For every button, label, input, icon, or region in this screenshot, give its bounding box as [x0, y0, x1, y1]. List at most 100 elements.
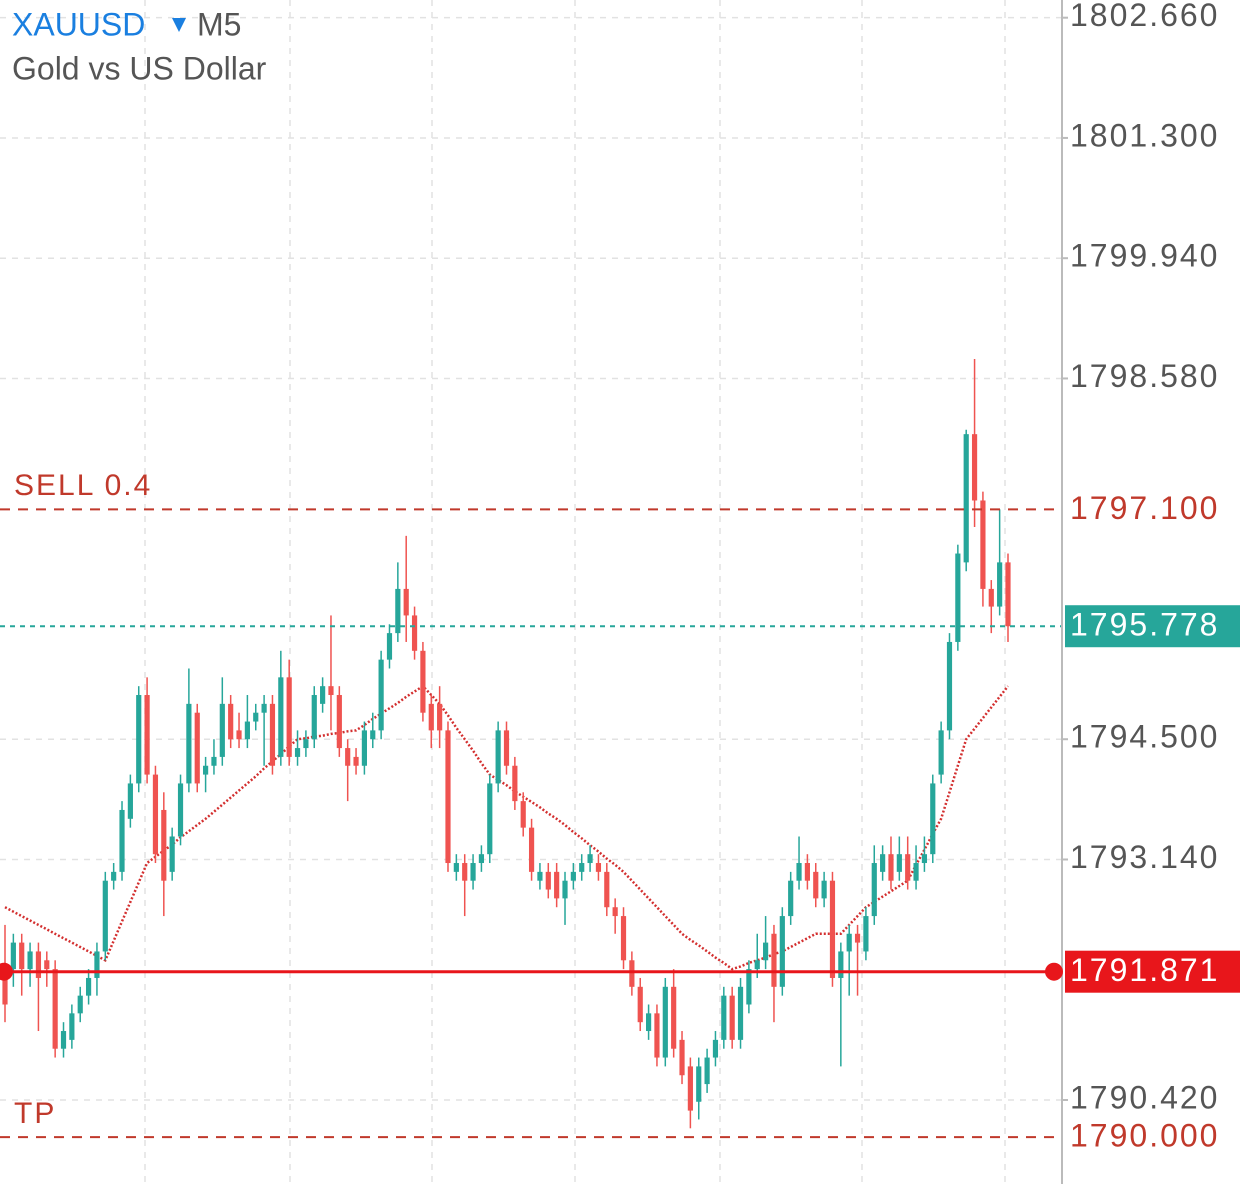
candle-body	[345, 748, 351, 766]
candle-body	[395, 588, 401, 634]
candle-body	[94, 951, 100, 978]
y-tick-label: 1801.300	[1070, 117, 1219, 153]
candle-body	[537, 871, 543, 881]
candle-body	[788, 880, 794, 917]
candle-body	[102, 880, 108, 952]
candle-body	[821, 880, 827, 899]
candle-body	[177, 783, 184, 837]
candle-body	[679, 1039, 685, 1076]
candle-body	[587, 854, 593, 864]
candle-body	[437, 703, 443, 731]
candle-body	[838, 951, 844, 978]
y-tick-label: 1802.660	[1070, 0, 1219, 33]
candle-body	[69, 1013, 75, 1040]
candle-body	[637, 986, 643, 1023]
candle-body	[487, 783, 493, 855]
candle-body	[988, 588, 994, 607]
candle-body	[721, 995, 727, 1040]
candle-body	[27, 951, 33, 970]
y-tick-label: 1790.420	[1070, 1079, 1219, 1115]
price-label-box	[1065, 605, 1240, 648]
candle-body	[403, 588, 409, 616]
candle-body	[921, 854, 928, 864]
candle-body	[328, 686, 334, 696]
candle-body	[846, 933, 852, 952]
candle-body	[971, 434, 978, 501]
description: Gold vs US Dollar	[12, 50, 267, 86]
candle-body	[804, 863, 810, 881]
candle-body	[161, 809, 167, 881]
candle-body	[620, 916, 627, 961]
candle-body	[880, 854, 886, 872]
candle-body	[704, 1057, 710, 1085]
candle-body	[370, 730, 376, 740]
level-name: SELL 0.4	[14, 469, 152, 502]
vertical-grid	[144, 0, 1006, 1184]
candle-body	[796, 863, 802, 881]
price-label: 1797.100	[1070, 490, 1219, 526]
candle-body	[320, 686, 326, 704]
y-tick-label: 1794.500	[1070, 719, 1219, 755]
candle-body	[712, 1039, 719, 1058]
candle-body	[754, 960, 760, 970]
candle-body	[361, 730, 367, 766]
level-name: TP	[14, 1097, 56, 1130]
candle-body	[311, 695, 317, 740]
candle-body	[269, 703, 276, 766]
candle-body	[562, 880, 568, 899]
candle-body	[863, 916, 869, 952]
candle-body	[737, 986, 744, 1040]
price-label: 1791.871	[1070, 952, 1219, 988]
candle-body	[478, 854, 485, 864]
candle-body	[938, 730, 944, 775]
candle-body	[687, 1066, 693, 1111]
candle-body	[428, 703, 434, 731]
candle-body	[570, 871, 576, 881]
candle-body	[85, 977, 92, 996]
candle-body	[52, 969, 58, 1049]
candle-body	[411, 615, 418, 651]
candle-body	[1005, 562, 1011, 627]
candle-body	[729, 995, 735, 1040]
dropdown-arrow[interactable]	[172, 18, 186, 32]
candle-body	[169, 836, 175, 872]
candle-body	[512, 765, 518, 802]
symbol[interactable]: XAUUSD	[12, 6, 145, 42]
candle-body	[203, 765, 209, 775]
candle-body	[746, 969, 752, 1005]
candle-body	[261, 703, 267, 713]
candle-body	[495, 730, 501, 784]
candle-body	[228, 703, 234, 740]
candle-body	[219, 703, 225, 757]
candle-body	[10, 942, 16, 970]
candle-body	[554, 871, 560, 899]
candle-body	[44, 960, 50, 970]
candle-body	[503, 730, 510, 766]
price-label: 1795.778	[1070, 607, 1219, 643]
candle-body	[646, 1013, 652, 1032]
candle-body	[662, 986, 668, 1058]
candle-body	[871, 863, 877, 917]
candle-body	[520, 801, 526, 828]
candle-body	[353, 756, 359, 766]
candle-body	[579, 863, 585, 872]
candle-body	[654, 1013, 660, 1058]
candle-body	[980, 500, 986, 589]
candle-body	[913, 863, 919, 881]
price-label-box	[1065, 950, 1240, 993]
candle-body	[194, 712, 200, 784]
candle-body	[854, 933, 861, 943]
candle-body	[278, 677, 284, 757]
candle-body	[253, 712, 259, 722]
candle-body	[763, 942, 769, 961]
y-tick-label: 1793.140	[1070, 839, 1219, 875]
candle-body	[119, 809, 125, 872]
candle-body	[612, 907, 618, 917]
candle-body	[244, 721, 250, 740]
candle-body	[77, 995, 83, 1014]
timeframe[interactable]: M5	[197, 6, 241, 42]
candle-body	[896, 854, 902, 872]
candle-body	[445, 730, 451, 864]
price-label-box	[1065, 488, 1240, 531]
